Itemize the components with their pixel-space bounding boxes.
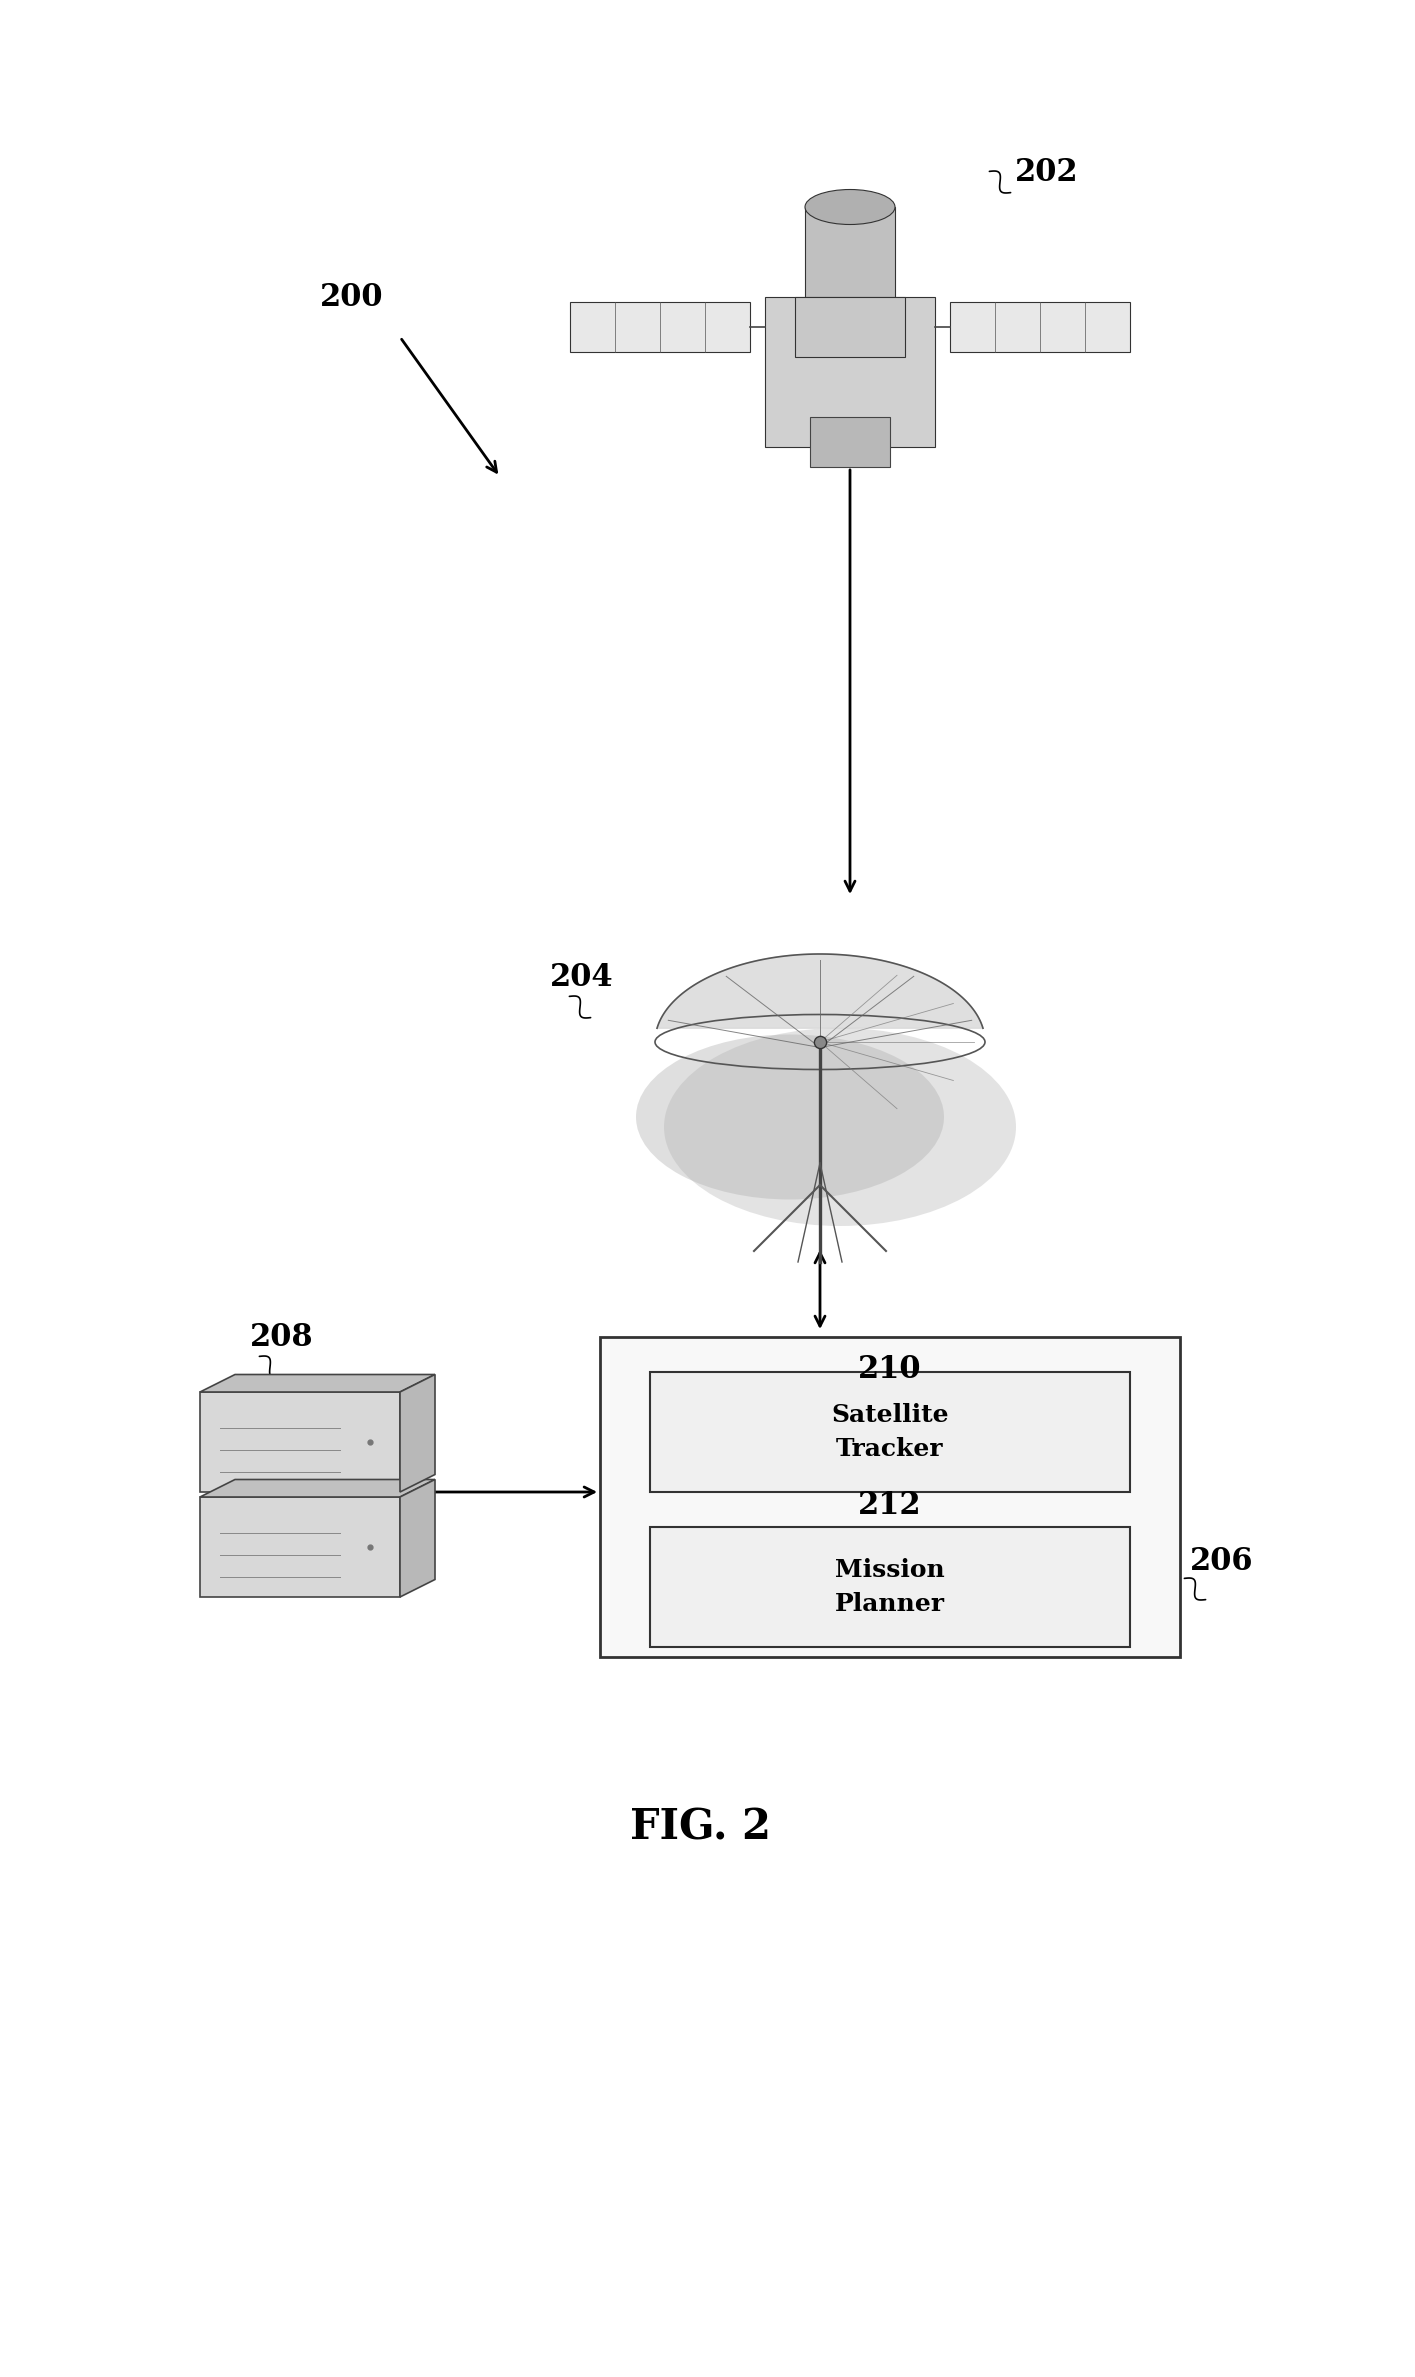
FancyBboxPatch shape — [649, 1372, 1131, 1493]
Ellipse shape — [805, 190, 896, 223]
Polygon shape — [657, 953, 983, 1029]
FancyBboxPatch shape — [570, 302, 750, 352]
Text: 202: 202 — [1015, 157, 1078, 188]
Text: Mission
Planner: Mission Planner — [835, 1559, 945, 1616]
Text: 206: 206 — [1190, 1545, 1254, 1576]
FancyBboxPatch shape — [200, 1393, 400, 1493]
Text: 200: 200 — [320, 280, 383, 311]
Text: Satellite
Tracker: Satellite Tracker — [831, 1402, 949, 1462]
Text: 210: 210 — [859, 1353, 921, 1383]
FancyBboxPatch shape — [809, 416, 890, 466]
Text: 212: 212 — [857, 1490, 921, 1521]
Polygon shape — [400, 1374, 434, 1493]
Polygon shape — [400, 1478, 434, 1597]
Ellipse shape — [635, 1034, 944, 1200]
Text: 208: 208 — [250, 1322, 314, 1353]
FancyBboxPatch shape — [200, 1498, 400, 1597]
FancyBboxPatch shape — [805, 207, 896, 297]
FancyBboxPatch shape — [649, 1526, 1131, 1647]
Text: 204: 204 — [550, 963, 614, 994]
Ellipse shape — [664, 1027, 1016, 1227]
FancyBboxPatch shape — [795, 297, 906, 357]
FancyBboxPatch shape — [766, 297, 935, 447]
Text: FIG. 2: FIG. 2 — [630, 1807, 771, 1847]
FancyBboxPatch shape — [600, 1336, 1180, 1657]
FancyBboxPatch shape — [949, 302, 1131, 352]
Polygon shape — [200, 1478, 434, 1498]
Polygon shape — [200, 1374, 434, 1393]
